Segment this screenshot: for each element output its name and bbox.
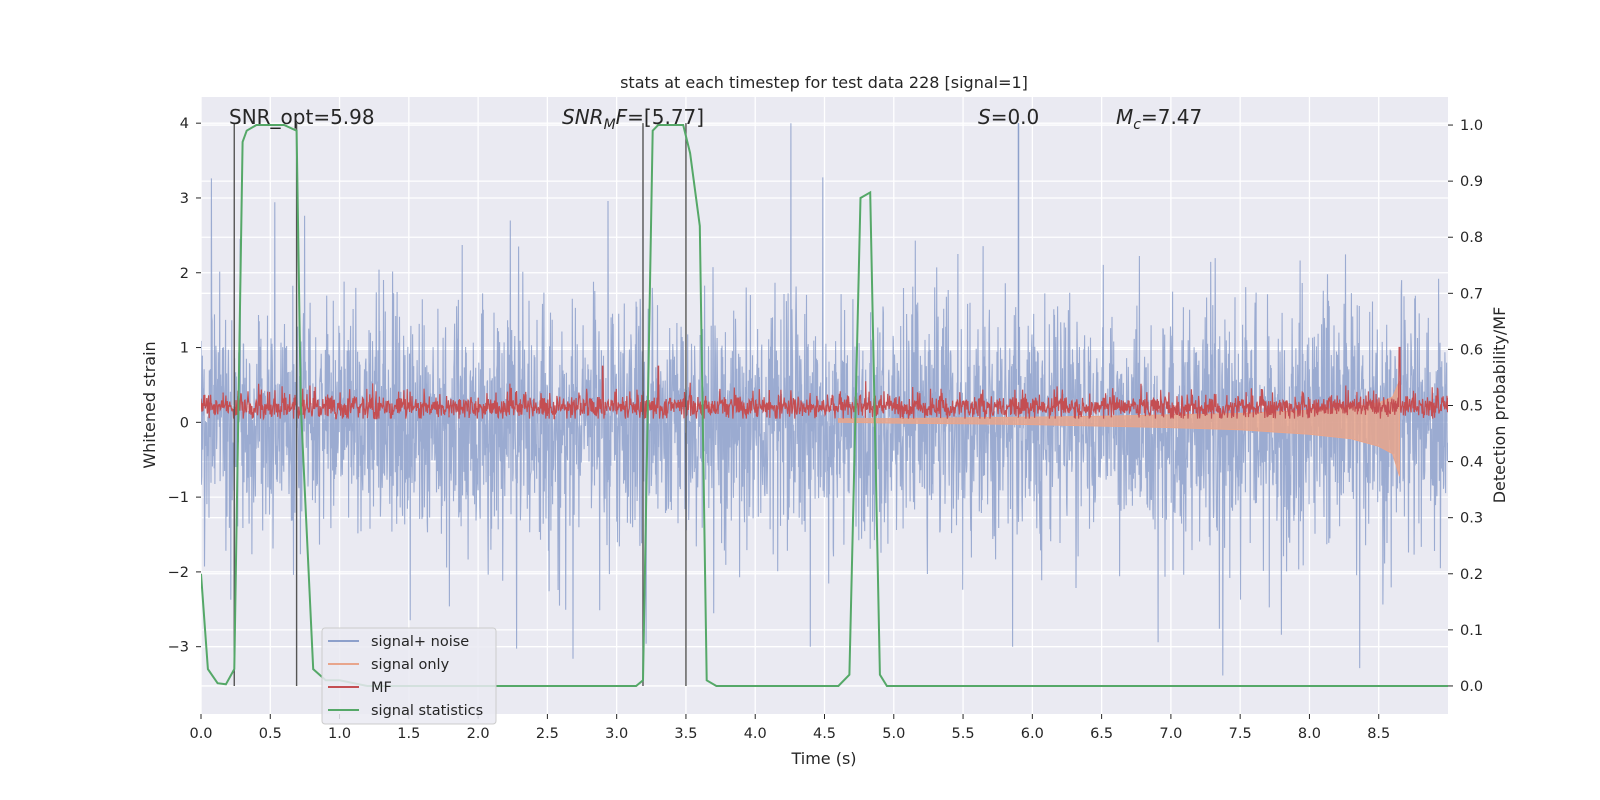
annotation-s-value: =0.0 xyxy=(991,105,1040,129)
legend-box xyxy=(321,627,497,725)
x-tick-label-8: 4.0 xyxy=(744,726,767,742)
x-tick-label-2: 1.0 xyxy=(328,726,351,742)
chart-title: stats at each timestep for test data 228… xyxy=(620,73,1028,92)
y-right-tick-label-7: 0.7 xyxy=(1460,286,1483,302)
y-right-axis-ticks: 0.0 0.1 0.2 0.3 0.4 0.5 0.6 0.7 0.8 0.9 1.0 xyxy=(1448,118,1483,695)
x-tick-label-15: 7.5 xyxy=(1229,726,1252,742)
x-axis-ticks: 0.0 0.5 1.0 1.5 2.0 2.5 3.0 3.5 4.0 4.5 5.0 5.5 6.0 6… xyxy=(189,714,1390,742)
x-tick-label-13: 6.5 xyxy=(1090,726,1113,742)
legend: signal+ noise signal only MF signal stat… xyxy=(321,627,497,725)
line-signal-plus-noise xyxy=(201,123,1448,676)
x-tick-label-14: 7.0 xyxy=(1159,726,1182,742)
y-tick-label-0: −3 xyxy=(168,640,189,656)
plot-content xyxy=(201,123,1448,687)
x-tick-label-0: 0.0 xyxy=(189,726,212,742)
annotation-s: S=0.0 xyxy=(978,105,1039,129)
x-tick-label-5: 2.5 xyxy=(536,726,559,742)
line-mf xyxy=(201,346,1448,421)
y-tick-label-1: −2 xyxy=(168,565,189,581)
y-tick-label-2: −1 xyxy=(168,490,189,506)
x-axis-label: Time (s) xyxy=(790,749,856,768)
series-signal-only xyxy=(837,380,1400,477)
legend-label-signal-only: signal only xyxy=(371,657,450,673)
detection-window-lines xyxy=(233,123,687,686)
y-tick-label-7: 4 xyxy=(180,116,189,132)
annotation-snr-mf-value: =[5.77] xyxy=(627,105,704,129)
y-tick-label-3: 0 xyxy=(180,415,189,431)
y-tick-label-6: 3 xyxy=(180,191,189,207)
series-mf xyxy=(201,346,1448,421)
annotations: SNR_opt=5.98 SNRMF=[5.77] S=0.0 Mc=7.47 xyxy=(229,105,1202,133)
x-tick-label-3: 1.5 xyxy=(397,726,420,742)
annotation-snr-mf-symbol: SNR xyxy=(562,105,604,129)
y-right-tick-label-2: 0.2 xyxy=(1460,567,1483,583)
y-right-axis-label: Detection probability/MF xyxy=(1490,307,1509,504)
y-tick-label-4: 1 xyxy=(180,341,189,357)
area-signal-only xyxy=(837,380,1400,477)
x-tick-label-4: 2.0 xyxy=(467,726,490,742)
y-right-tick-label-8: 0.8 xyxy=(1460,230,1483,246)
y-right-tick-label-5: 0.5 xyxy=(1460,399,1483,415)
annotation-mc-value: =7.47 xyxy=(1141,105,1202,129)
series-signal-plus-noise xyxy=(201,123,1448,676)
annotation-s-symbol: S xyxy=(978,105,991,129)
annotation-snr-opt: SNR_opt=5.98 xyxy=(229,105,375,129)
y-axis-ticks: −3 −2 −1 0 1 2 3 4 xyxy=(168,116,201,656)
x-tick-label-7: 3.5 xyxy=(674,726,697,742)
x-tick-label-12: 6.0 xyxy=(1021,726,1044,742)
annotation-snr-mf-subscript: M xyxy=(604,117,616,133)
annotation-snr-mf: SNRMF=[5.77] xyxy=(562,105,704,133)
annotation-snr-mf-rest-f: F xyxy=(616,105,628,129)
y-right-tick-label-1: 0.1 xyxy=(1460,623,1483,639)
y-right-tick-label-10: 1.0 xyxy=(1460,118,1483,134)
legend-label-signal-plus-noise: signal+ noise xyxy=(371,634,469,650)
x-tick-label-16: 8.0 xyxy=(1298,726,1321,742)
y-right-tick-label-6: 0.6 xyxy=(1460,342,1483,358)
annotation-mc-symbol: M xyxy=(1116,105,1133,129)
legend-label-signal-statistics: signal statistics xyxy=(371,703,483,719)
series-signal-statistics xyxy=(201,124,1448,687)
x-tick-label-11: 5.5 xyxy=(952,726,975,742)
y-right-tick-label-4: 0.4 xyxy=(1460,455,1483,471)
x-tick-label-10: 5.0 xyxy=(882,726,905,742)
y-right-tick-label-0: 0.0 xyxy=(1460,679,1483,695)
annotation-mc: Mc=7.47 xyxy=(1116,105,1202,133)
legend-label-mf: MF xyxy=(371,680,392,696)
x-tick-label-17: 8.5 xyxy=(1367,726,1390,742)
y-axis-label: Whitened strain xyxy=(140,341,159,468)
x-tick-label-1: 0.5 xyxy=(259,726,282,742)
y-right-tick-label-9: 0.9 xyxy=(1460,174,1483,190)
x-tick-label-9: 4.5 xyxy=(813,726,836,742)
annotation-mc-subscript: c xyxy=(1133,117,1141,133)
line-signal-statistics xyxy=(201,124,1448,687)
y-tick-label-5: 2 xyxy=(180,266,189,282)
y-right-tick-label-3: 0.3 xyxy=(1460,511,1483,527)
x-tick-label-6: 3.0 xyxy=(605,726,628,742)
